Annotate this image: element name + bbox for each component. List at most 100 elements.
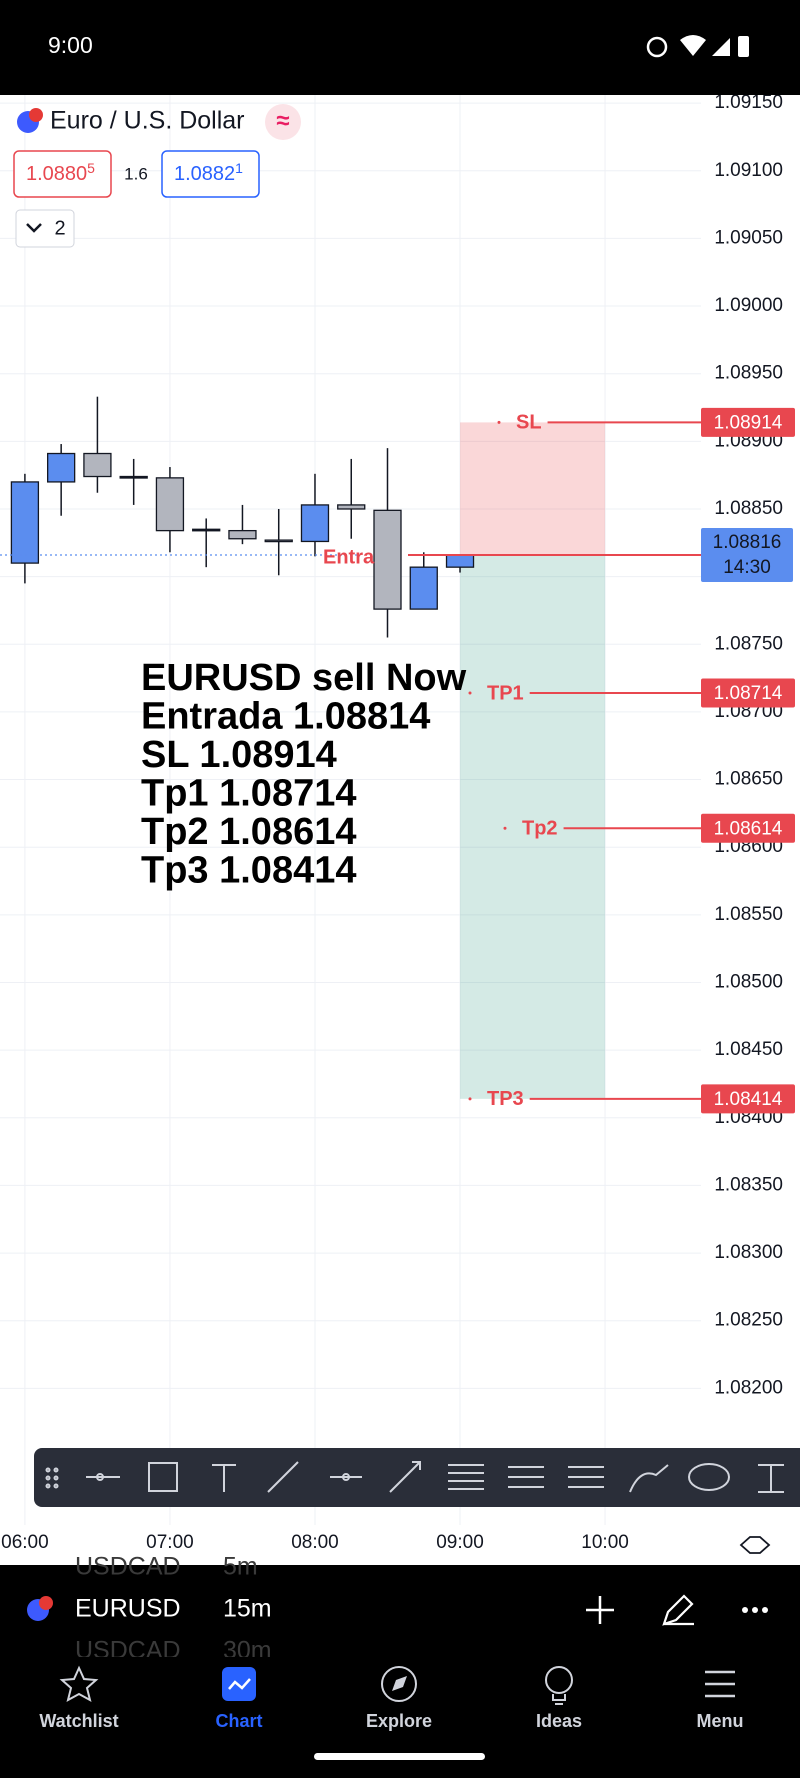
y-tick-label: 1.08450 [714,1039,783,1060]
candle-body [409,566,438,610]
watchlist-icon [59,1665,99,1702]
clock: 9:00 [48,32,93,58]
entry-label: Entra [323,546,375,568]
nav-label[interactable]: Ideas [536,1711,582,1731]
y-tick-label: 1.08350 [714,1174,783,1195]
annotation-line: Tp3 1.08414 [141,850,356,892]
candle-body [119,475,148,479]
y-tick-label: 1.09150 [714,92,783,113]
last-price-tag [701,527,793,582]
chevron [26,223,42,233]
symbol-name: Euro / U.S. Dollar [50,107,245,135]
menu-icon [705,1670,735,1698]
status-bar [0,0,800,95]
home-indicator [314,1753,485,1760]
candle-body [300,504,330,543]
y-tick-label: 1.09100 [714,160,783,181]
tool-channel[interactable] [508,1466,544,1488]
tool-horizontal-ray[interactable] [86,1473,120,1481]
reward-zone [460,554,606,1099]
ideas-icon [545,1666,573,1694]
price-axis: 1.09150 1.09100 1.09050 1.09000 1.08950 1.089… [701,92,795,1398]
current-interval[interactable]: 15m [223,1595,272,1623]
y-tick-label: 1.09000 [714,295,783,316]
x-tick-label: 06:00 [1,1532,49,1553]
drag-handle[interactable] [45,1467,59,1489]
level-dot [503,826,507,830]
candle-body [10,481,40,564]
nav-labels: Watchlist Chart Explore Ideas Menu [39,1711,743,1731]
tool-ellipse[interactable] [688,1463,730,1491]
bid-pip: 5 [87,160,95,176]
x-tick-label: 09:00 [436,1532,484,1553]
bid-main: 1.0880 [26,163,87,185]
tool-arrow[interactable] [389,1461,421,1493]
y-tick-label: 1.08550 [714,904,783,925]
badge-glyph: ≈ [276,107,289,134]
ask-main: 1.0882 [174,163,235,185]
level-tag-label: 1.08914 [714,412,783,433]
tool-fib[interactable] [448,1464,484,1490]
level-label: TP1 [487,682,524,704]
toolbar-icons [45,1461,784,1493]
more-button[interactable] [742,1607,768,1613]
level-label: Tp2 [522,818,558,840]
level-tag [701,678,795,708]
symbol-header[interactable]: Euro / U.S. Dollar [17,107,245,135]
tool-brush[interactable] [629,1464,669,1493]
settings-icon[interactable] [739,1536,771,1554]
countdown: 14:30 [723,557,771,578]
level-tag-label: 1.08714 [714,683,783,704]
nav-label[interactable]: Menu [697,1711,744,1731]
tool-horizontal-line[interactable] [330,1473,362,1481]
level-dot [468,691,472,695]
indicators-toggle[interactable] [15,209,75,248]
tool-pitchfork[interactable] [568,1466,604,1488]
order-lines: Entra SL TP1 Tp2 TP3 [0,412,701,1110]
candle-body [192,528,221,532]
indicator-badge[interactable] [265,104,301,140]
level-tag-label: 1.08614 [714,818,783,839]
candle-body [83,452,112,478]
level-tag [701,407,795,437]
candle-body [47,452,76,483]
prev-symbol: USDCAD [75,1553,181,1581]
candle-body [155,477,185,532]
current-symbol[interactable]: EURUSD [75,1595,181,1623]
nav-label[interactable]: Watchlist [39,1711,118,1731]
flag-icon [29,108,43,122]
symbol-bar [0,1565,800,1657]
flag-icon [39,1596,53,1610]
indicators-count: 2 [54,217,65,239]
nav-label[interactable]: Chart [215,1711,262,1731]
annotation-line: SL 1.08914 [141,734,337,776]
sell-button[interactable] [13,150,112,198]
last-price-label: 1.08816 [713,532,782,553]
tool-measure[interactable] [758,1464,784,1493]
candle-body [373,509,402,610]
tool-text[interactable] [212,1464,236,1492]
time-axis: 06:00 07:00 08:00 09:00 10:00 [1,1532,629,1553]
nav-label[interactable]: Explore [366,1711,432,1731]
ask-price: 1.08821 [174,160,243,186]
bid-price: 1.08805 [26,160,95,186]
tool-rectangle[interactable] [148,1462,178,1492]
level-dot [497,420,501,424]
draw-button[interactable] [662,1594,694,1626]
add-button[interactable] [586,1596,614,1624]
tool-trend-line[interactable] [267,1461,299,1493]
candle-body [445,554,475,568]
buy-button[interactable] [161,150,260,198]
spread: 1.6 [124,164,148,183]
y-tick-label: 1.08300 [714,1242,783,1263]
y-tick-label: 1.08950 [714,363,783,384]
status-icons [646,35,749,58]
grid [0,95,701,1525]
annotation-line: Tp1 1.08714 [141,773,356,815]
x-tick-label: 10:00 [581,1532,629,1553]
y-tick-label: 1.08200 [714,1377,783,1398]
y-tick-label: 1.09050 [714,227,783,248]
